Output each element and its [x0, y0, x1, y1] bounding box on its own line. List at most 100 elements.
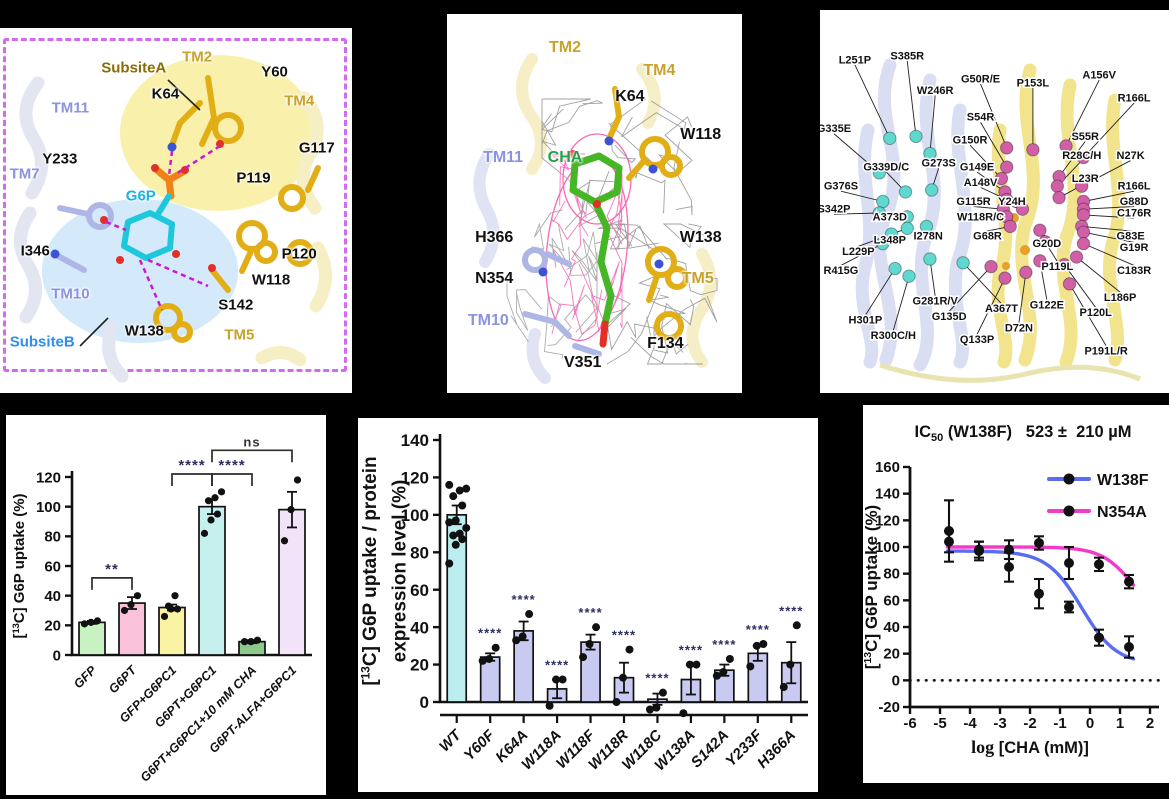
mutation-label-S54R: S54R — [967, 112, 995, 124]
panel-mutant-uptake-bar-chart: 0 20 40 60 80 100 120 140 **** **** **** **** **** **… — [358, 418, 818, 792]
svg-text:60: 60 — [44, 558, 61, 575]
svg-text:G6PT: G6PT — [106, 662, 140, 696]
mutation-label-P119L: P119L — [1041, 261, 1073, 273]
mutation-label-A148V: A148V — [964, 177, 998, 189]
mutation-sphere-P191L/R — [1062, 277, 1077, 291]
mutation-label-A373D: A373D — [873, 211, 907, 223]
mutation-label-L229P: L229P — [842, 246, 874, 258]
mutation-label-W118R/C: W118R/C — [957, 211, 1004, 223]
svg-text:H366A: H366A — [754, 727, 799, 772]
mutation-sphere-G135D — [984, 259, 998, 274]
mutation-sphere-G376S — [876, 194, 890, 209]
mutation-label-R166L: R166L — [1118, 93, 1151, 105]
mutation-label-G339D/C: G339D/C — [863, 162, 909, 174]
svg-text:100: 100 — [401, 506, 429, 525]
density-mesh — [506, 209, 598, 360]
mutation-label-S55R: S55R — [1071, 131, 1099, 143]
n-domain-ribbon — [991, 63, 1126, 369]
lavender-stick-residues — [55, 202, 114, 273]
mutation-sphere-G281R/V — [923, 252, 937, 266]
mutation-label-L251P: L251P — [839, 54, 871, 66]
mutation-label-G149E: G149E — [960, 162, 994, 174]
svg-text:0: 0 — [53, 647, 61, 664]
series-W138F — [944, 499, 1134, 659]
svg-text:Y60F: Y60F — [461, 726, 499, 764]
mutation-label-A156V: A156V — [1082, 70, 1116, 82]
panel-dose-response-chart: IC50 (W138F) 523 ± 210 µM -20 0 20 40 60 80 100… — [863, 405, 1169, 783]
svg-text:20: 20 — [410, 656, 429, 675]
svg-text:-2: -2 — [1023, 715, 1036, 732]
mutation-sphere-Q133P — [998, 271, 1012, 285]
mutation-sphere-R415G — [876, 236, 890, 251]
mutation-sphere-W246R — [923, 146, 937, 161]
cha-ligand — [538, 136, 664, 348]
y-tick-labels: 0 20 40 60 80 100 120 — [36, 469, 72, 664]
mutation-sphere-C183R — [1076, 236, 1091, 251]
svg-text:****: **** — [545, 658, 569, 673]
mutation-label-H301P: H301P — [849, 315, 883, 327]
mutation-sphere-P153L — [1026, 143, 1040, 157]
data-points — [80, 476, 302, 646]
legend: W138F N354A — [1047, 472, 1149, 521]
mutation-label-Y24H: Y24H — [998, 196, 1026, 208]
helix-ribbons-c-domain — [14, 76, 129, 383]
svg-text:60: 60 — [883, 592, 900, 609]
mutation-label-C176R: C176R — [1117, 207, 1151, 219]
panel-g6p-binding-site: SubsiteA TM2 Y60 K64 TM11 TM4 Y233 G117 TM7 G6P P1… — [0, 28, 352, 393]
sig-label: ** — [105, 561, 119, 578]
svg-text:0: 0 — [892, 672, 900, 689]
mutation-sphere-G19R — [1076, 225, 1091, 239]
mutation-label-G376S: G376S — [824, 181, 858, 193]
svg-text:140: 140 — [401, 431, 429, 450]
svg-text:40: 40 — [44, 588, 61, 605]
data-points — [445, 480, 801, 718]
category-labels: GFP G6PTGFP+G6PC1G6PT+G6PC1G6PT+G6PC1+10 … — [71, 662, 299, 784]
mutation-label-R166L: R166L — [1118, 181, 1151, 193]
mutation-label-A367T: A367T — [985, 303, 1018, 315]
mutation-label-L348P: L348P — [874, 234, 906, 246]
mutation-sphere-G68R — [1003, 219, 1017, 234]
mutation-sphere-R166L — [1076, 150, 1091, 165]
mutation-label-G115R: G115R — [956, 196, 990, 208]
mutation-label-D72N: D72N — [1005, 322, 1033, 334]
sig-bracket — [211, 449, 293, 463]
legend-label-N354A: N354A — [1097, 504, 1147, 521]
mutation-sphere-N27K — [1075, 179, 1089, 193]
svg-text:****: **** — [478, 626, 502, 641]
mutation-sphere-G20D — [1033, 223, 1047, 237]
svg-text:****: **** — [679, 643, 703, 658]
svg-text:160: 160 — [875, 459, 900, 476]
mutation-label-G122E: G122E — [1030, 299, 1064, 311]
mutation-sphere-S54R — [1000, 160, 1014, 174]
mutation-sphere-G273S — [924, 183, 939, 197]
svg-text:-6: -6 — [903, 715, 916, 732]
sig-bracket — [171, 473, 213, 487]
bars — [78, 505, 306, 656]
x-axis-label: log [CHA (mM)] — [971, 737, 1089, 757]
mutation-sphere-D72N — [1019, 265, 1033, 280]
y-axis-label-line2: expression level (%) — [390, 480, 411, 663]
svg-text:-5: -5 — [933, 715, 946, 732]
fit-curve-W138F — [945, 549, 1136, 661]
mutation-sphere-R28C/H — [1050, 179, 1065, 193]
svg-text:20: 20 — [883, 646, 900, 663]
lavender-stick-residues — [522, 247, 602, 357]
mutation-sphere-G150R — [994, 171, 1009, 186]
svg-text:0: 0 — [420, 693, 429, 712]
gold-stick-residues — [606, 86, 689, 341]
mutation-sphere-L251P — [883, 131, 897, 146]
svg-text:80: 80 — [410, 543, 429, 562]
svg-text:0: 0 — [1086, 715, 1094, 732]
svg-text:****: **** — [712, 637, 736, 652]
mutation-sphere-L348P — [900, 221, 914, 236]
svg-text:GFP: GFP — [71, 663, 100, 692]
mutation-label-G135D: G135D — [932, 311, 967, 323]
svg-text:****: **** — [779, 603, 803, 618]
category-labels: WTY60FK64AW118AW118FW118RW118CW138AS142A… — [436, 726, 799, 775]
sig-bracket — [211, 473, 253, 487]
svg-text:20: 20 — [44, 618, 61, 635]
svg-text:60: 60 — [410, 581, 429, 600]
panel-mutation-map: L251P S385R W246R G50R/E P153L A156V R166L S54R… — [820, 10, 1169, 393]
